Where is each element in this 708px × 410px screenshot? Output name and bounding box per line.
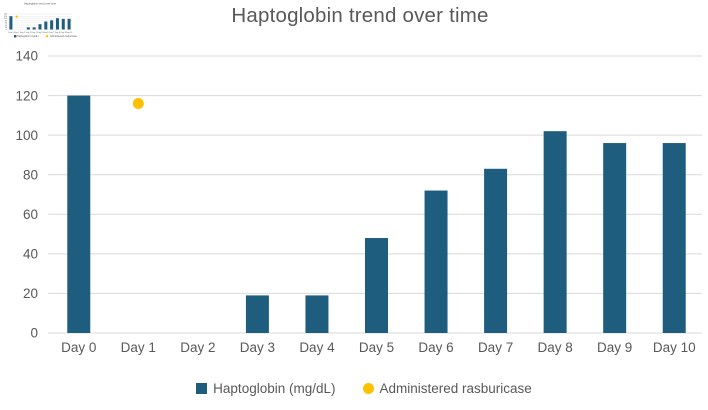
- x-axis-label-6: Day 6: [418, 340, 453, 355]
- x-axis-label-5: Day 5: [37, 32, 43, 34]
- bar-day-6: [424, 190, 448, 333]
- x-axis-label-4: Day 4: [32, 32, 38, 34]
- thumb-haptoglobin-legend-swatch-icon: [14, 35, 17, 38]
- x-axis-label-9: Day 9: [597, 340, 632, 355]
- y-axis-label-140: 140: [4, 14, 8, 16]
- thumb-chart-title: Haptoglobin trend over time: [24, 2, 56, 6]
- bar-day-10: [67, 18, 71, 30]
- x-axis-label-9: Day 9: [61, 32, 67, 34]
- x-axis-label-8: Day 8: [537, 340, 572, 355]
- bar-day-9: [61, 18, 65, 30]
- haptoglobin-chart: 0 20 40 60 80 100 120 140 Day 0 Day 1 Day 2 Day 3 Da…: [15, 49, 702, 355]
- x-axis-label-6: Day 6: [43, 32, 49, 34]
- haptoglobin-legend-swatch-icon: [196, 383, 208, 394]
- x-axis-label-3: Day 3: [26, 32, 32, 34]
- y-axis-label-60: 60: [23, 207, 38, 222]
- bar-day-0: [9, 16, 13, 30]
- bar-day-3: [26, 27, 30, 30]
- x-axis-label-10: Day 10: [66, 32, 73, 34]
- rasburicase-marker: [15, 15, 18, 18]
- x-axis-label-1: Day 1: [14, 32, 20, 34]
- x-axis-label-7: Day 7: [478, 340, 513, 355]
- x-axis-label-10: Day 10: [653, 340, 696, 355]
- x-axis-label-0: Day 0: [61, 340, 96, 355]
- y-axis-label-120: 120: [4, 16, 8, 18]
- y-axis-label-20: 20: [23, 286, 38, 301]
- chart-legend: Haptoglobin (mg/dL) Administered rasburi…: [10, 381, 708, 396]
- y-axis-label-100: 100: [4, 18, 8, 20]
- bar-day-0: [67, 95, 91, 333]
- x-axis-label-0: Day 0: [8, 32, 14, 34]
- x-axis-label-2: Day 2: [180, 340, 215, 355]
- y-axis-label-100: 100: [15, 128, 38, 143]
- legend-item-rasburicase: Administered rasburicase: [362, 381, 532, 396]
- rasburicase-legend-label: Administered rasburicase: [379, 381, 532, 396]
- thumb-haptoglobin-legend-label: Haptoglobin (mg/dL): [17, 35, 39, 38]
- bar-day-8: [543, 131, 567, 333]
- y-axis-label-20: 20: [5, 27, 8, 29]
- bar-day-10: [662, 143, 686, 333]
- bar-day-7: [484, 168, 508, 333]
- y-axis-label-0: 0: [6, 29, 8, 31]
- y-axis-label-80: 80: [23, 167, 38, 182]
- y-axis-label-40: 40: [23, 247, 38, 262]
- bar-day-6: [44, 21, 48, 30]
- bar-day-5: [38, 24, 42, 30]
- x-axis-label-4: Day 4: [299, 340, 335, 355]
- bar-day-4: [32, 27, 36, 30]
- y-axis-label-0: 0: [30, 326, 38, 341]
- rasburicase-legend-swatch-icon: [362, 383, 374, 394]
- x-axis-label-7: Day 7: [49, 32, 55, 34]
- chart-title: Haptoglobin trend over time: [231, 4, 489, 27]
- bar-day-3: [245, 295, 269, 333]
- thumb-rasburicase-legend-swatch-icon: [45, 35, 49, 38]
- x-axis-label-3: Day 3: [240, 340, 275, 355]
- y-axis-label-40: 40: [5, 25, 8, 27]
- y-axis-label-60: 60: [5, 23, 8, 25]
- bar-day-8: [55, 18, 59, 30]
- x-axis-label-2: Day 2: [20, 32, 26, 34]
- rasburicase-marker: [132, 97, 144, 109]
- y-axis-label-80: 80: [5, 20, 8, 22]
- legend-item-haptoglobin: Haptoglobin (mg/dL): [196, 381, 336, 396]
- x-axis-label-8: Day 8: [55, 32, 61, 34]
- y-axis-label-140: 140: [15, 49, 38, 64]
- y-axis-label-120: 120: [15, 88, 38, 103]
- thumb-rasburicase-legend-label: Administered rasburicase: [50, 35, 78, 38]
- bar-day-9: [603, 143, 627, 333]
- haptoglobin-legend-label: Haptoglobin (mg/dL): [213, 381, 336, 396]
- x-axis-label-5: Day 5: [359, 340, 394, 355]
- bar-day-7: [50, 20, 54, 30]
- x-axis-label-1: Day 1: [121, 340, 156, 355]
- bar-day-5: [365, 238, 388, 333]
- bar-day-4: [305, 295, 329, 333]
